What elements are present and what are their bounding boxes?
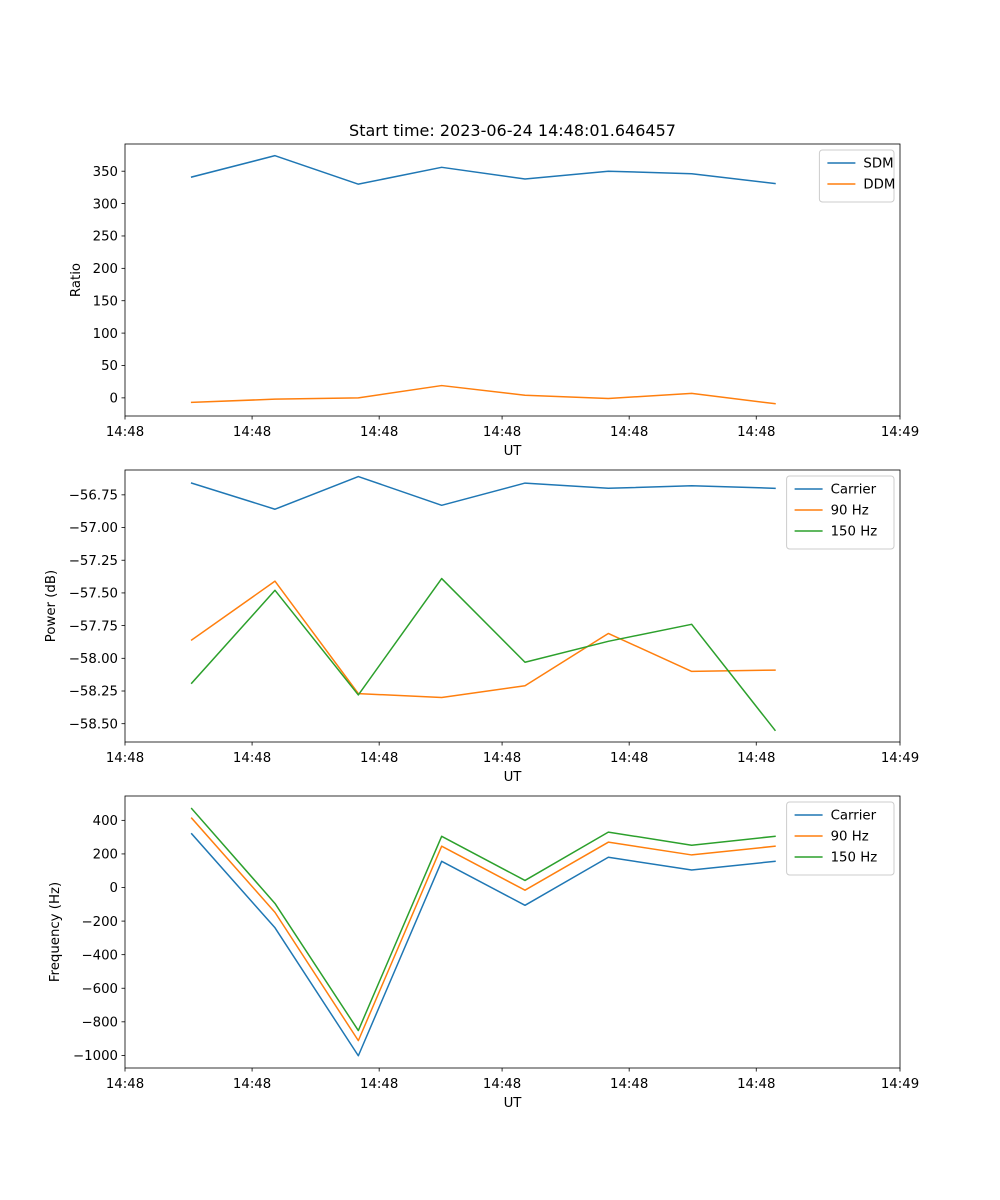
y-tick-label: 350 (93, 165, 118, 180)
y-tick-label: −56.75 (69, 489, 118, 504)
y-tick-label: 150 (93, 294, 118, 309)
x-tick-label: 14:48 (360, 425, 398, 440)
x-tick-label: 14:48 (737, 1077, 775, 1092)
x-axis-label: UT (504, 770, 523, 785)
x-tick-label: 14:49 (881, 751, 919, 766)
y-axis-label: Power (dB) (44, 570, 59, 642)
legend-label: SDM (863, 157, 893, 172)
y-tick-label: 250 (93, 230, 118, 245)
series-line-carrier (190, 475, 776, 510)
x-tick-label: 14:48 (483, 751, 521, 766)
figure-title: Start time: 2023-06-24 14:48:01.646457 (349, 121, 676, 140)
subplot-3: 14:48 14:48 14:48 14:48 14:48 14:48 14:49 −1000… (48, 795, 919, 1111)
legend-label: DDM (863, 178, 895, 193)
x-tick-label: 14:48 (106, 425, 144, 440)
y-tick-label: 200 (93, 262, 118, 277)
y-tick-label: −57.50 (69, 587, 118, 602)
y-tick-label: 0 (110, 392, 118, 407)
series-line-ddm (190, 384, 776, 405)
y-tick-label: 200 (93, 848, 118, 863)
y-axis-label: Frequency (Hz) (48, 882, 63, 982)
y-tick-label: −800 (81, 1016, 118, 1031)
y-tick-label: −57.75 (69, 619, 118, 634)
legend-label: 150 Hz (831, 525, 878, 540)
series-line-150-hz (190, 577, 777, 732)
y-tick-label: −57.00 (69, 521, 118, 536)
y-tick-label: −57.25 (69, 554, 118, 569)
x-axis-label: UT (504, 444, 523, 459)
legend-label: Carrier (831, 809, 877, 824)
x-tick-label: 14:49 (881, 1077, 919, 1092)
subplot-2: 14:48 14:48 14:48 14:48 14:48 14:48 14:49 −58.5… (44, 469, 919, 785)
legend-label: 90 Hz (831, 830, 869, 845)
legend-label: Carrier (831, 483, 877, 498)
series-line-carrier (190, 832, 776, 1057)
series-line-sdm (190, 154, 776, 185)
y-tick-label: 100 (93, 327, 118, 342)
legend-label: 150 Hz (831, 851, 878, 866)
x-tick-label: 14:48 (233, 425, 271, 440)
y-tick-label: −400 (81, 948, 118, 963)
x-tick-label: 14:48 (737, 751, 775, 766)
axes-frame (124, 795, 901, 1069)
x-tick-label: 14:48 (360, 751, 398, 766)
y-tick-label: −58.50 (69, 717, 118, 732)
x-tick-label: 14:48 (483, 1077, 521, 1092)
x-tick-label: 14:49 (881, 425, 919, 440)
x-tick-label: 14:48 (360, 1077, 398, 1092)
y-tick-label: 400 (93, 814, 118, 829)
series-line-90-hz (190, 817, 776, 1042)
legend: Carrier 90 Hz 150 Hz (786, 801, 895, 876)
y-tick-label: −1000 (73, 1049, 118, 1064)
x-tick-label: 14:48 (610, 425, 648, 440)
x-tick-label: 14:48 (737, 425, 775, 440)
series-line-90-hz (190, 580, 776, 699)
legend: SDM DDM (818, 149, 895, 203)
x-tick-label: 14:48 (106, 751, 144, 766)
x-tick-label: 14:48 (610, 751, 648, 766)
legend-label: 90 Hz (831, 504, 869, 519)
subplots: 14:48 14:48 14:48 14:48 14:48 14:48 14:49 0 50 10… (44, 143, 919, 1111)
subplot-1: 14:48 14:48 14:48 14:48 14:48 14:48 14:49 0 50 10… (69, 143, 919, 459)
x-axis-label: UT (504, 1096, 523, 1111)
y-tick-label: −600 (81, 982, 118, 997)
y-tick-label: −200 (81, 915, 118, 930)
y-tick-label: −58.00 (69, 652, 118, 667)
y-tick-label: 50 (101, 359, 118, 374)
series-line-150-hz (190, 807, 776, 1032)
x-tick-label: 14:48 (233, 1077, 271, 1092)
axes-frame (124, 143, 901, 417)
x-tick-label: 14:48 (106, 1077, 144, 1092)
y-axis-label: Ratio (69, 263, 84, 297)
y-tick-label: −58.25 (69, 685, 118, 700)
y-tick-label: 0 (110, 881, 118, 896)
x-tick-label: 14:48 (610, 1077, 648, 1092)
legend: Carrier 90 Hz 150 Hz (786, 475, 895, 550)
y-tick-label: 300 (93, 197, 118, 212)
x-tick-label: 14:48 (233, 751, 271, 766)
x-tick-label: 14:48 (483, 425, 521, 440)
axes-frame (124, 469, 901, 743)
